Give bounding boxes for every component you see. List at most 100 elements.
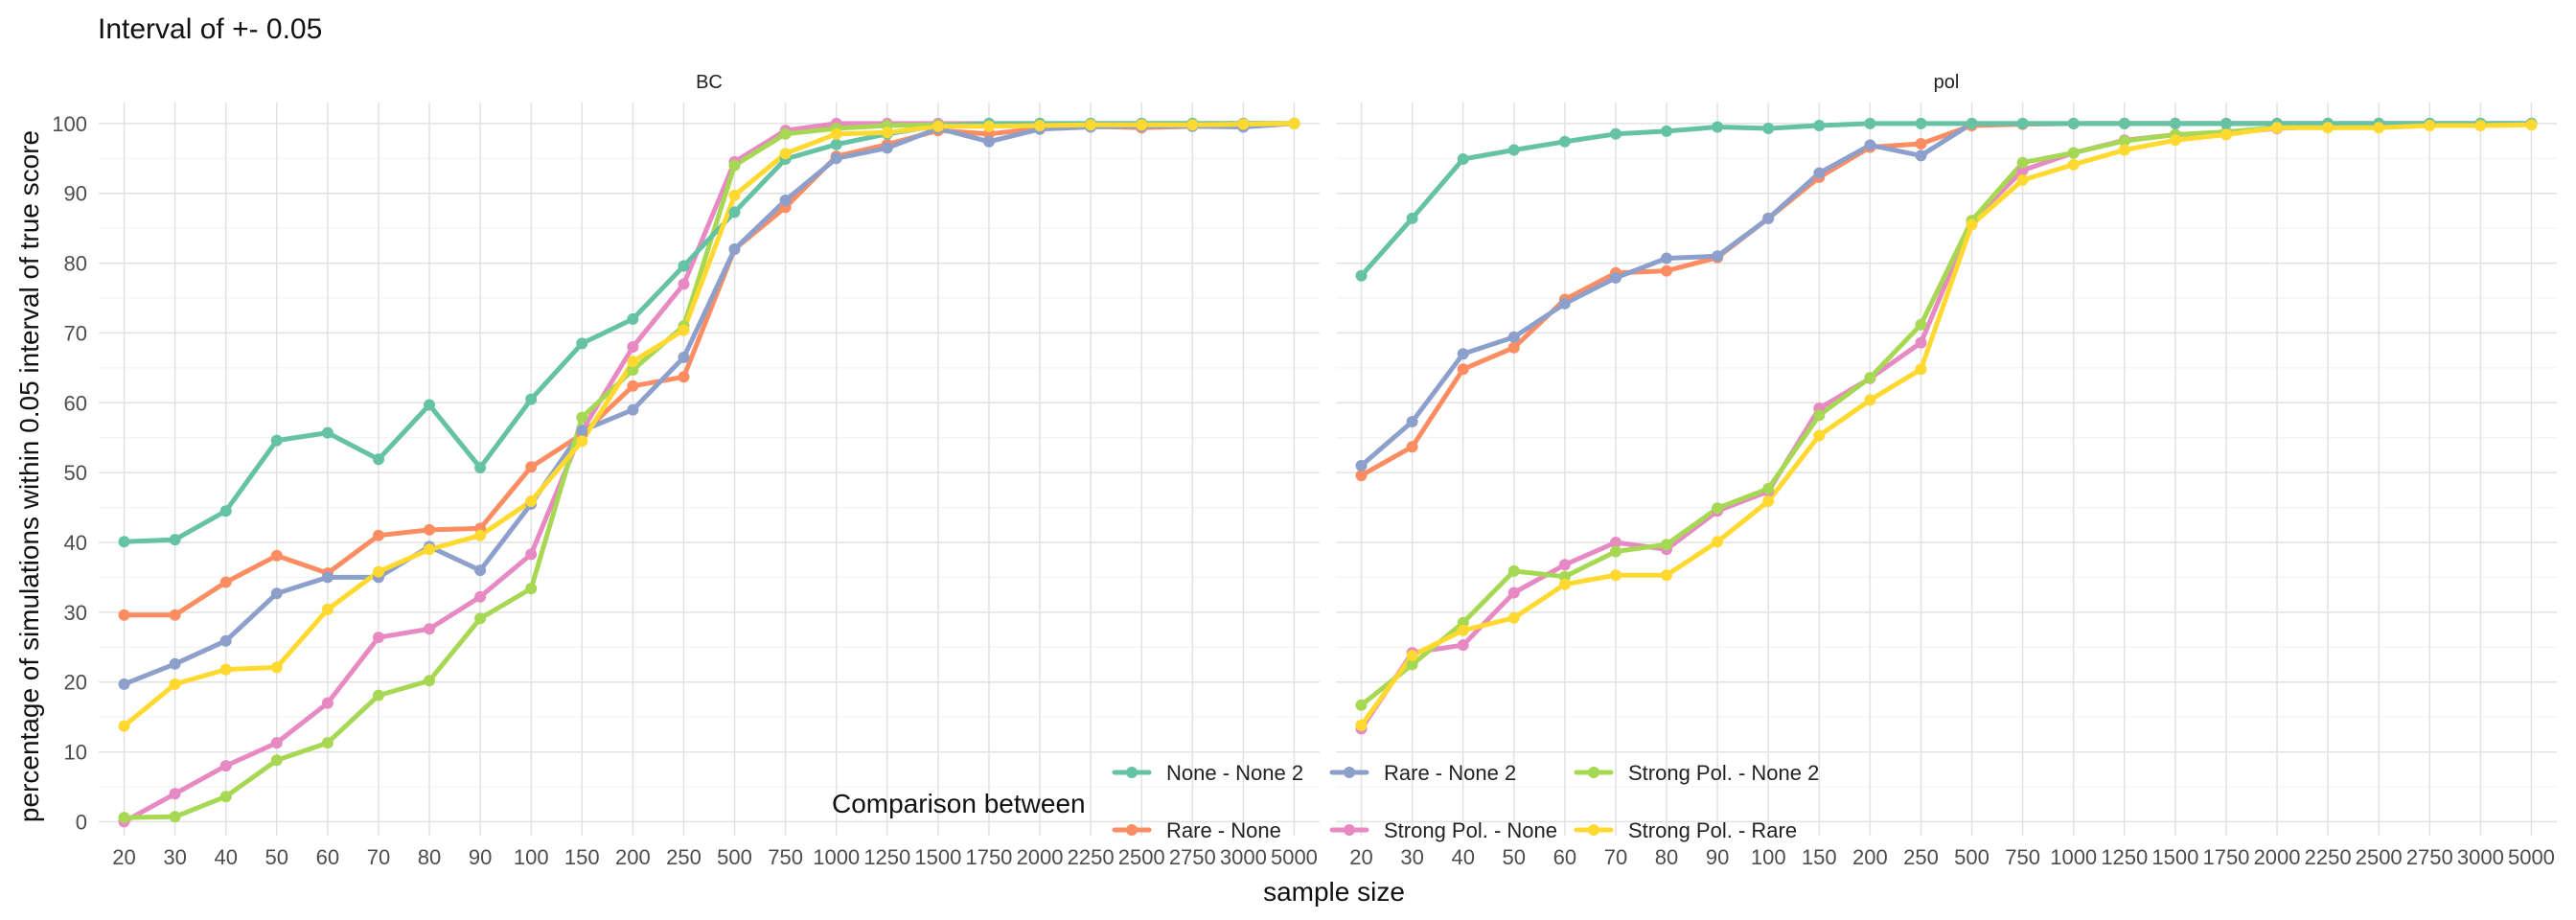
data-point-strong-pol-none <box>270 737 283 749</box>
y-tick-label: 0 <box>76 810 87 834</box>
y-tick-label: 90 <box>64 182 87 206</box>
data-point-rare-none <box>424 523 435 536</box>
data-point-none-none-2 <box>2169 117 2181 129</box>
x-tick-label: 70 <box>1604 845 1627 869</box>
legend-label: Rare - None 2 <box>1384 761 1516 785</box>
data-point-strong-pol-rare <box>2016 173 2029 186</box>
data-point-none-none-2 <box>576 337 588 350</box>
data-point-strong-pol-rare <box>321 603 334 615</box>
data-point-strong-pol-none <box>525 548 538 561</box>
x-tick-label: 80 <box>418 845 441 869</box>
data-point-strong-pol-rare <box>1966 218 1978 231</box>
data-point-strong-pol-rare <box>1085 119 1097 131</box>
data-point-none-none-2 <box>1610 127 1622 140</box>
data-point-strong-pol-none-2 <box>627 364 639 376</box>
data-point-rare-none-2 <box>1915 150 1927 162</box>
legend-label: None - None 2 <box>1166 761 1303 785</box>
x-tick-label: 250 <box>666 845 702 869</box>
series-line-none-none-2 <box>1359 121 2534 279</box>
data-point-rare-none-2 <box>169 657 181 670</box>
x-tick-label: 1500 <box>914 845 961 869</box>
data-point-strong-pol-none-2 <box>2016 156 2029 169</box>
data-point-strong-pol-rare <box>1355 719 1368 731</box>
data-point-none-none-2 <box>2118 117 2130 129</box>
data-point-rare-none-2 <box>1610 271 1622 284</box>
x-tick-label: 40 <box>214 845 237 869</box>
x-tick-label: 90 <box>469 845 492 869</box>
data-point-strong-pol-rare <box>1288 117 1300 129</box>
legend-item-strong-pol-rare: Strong Pol. - Rare <box>1574 818 1797 842</box>
data-point-strong-pol-none-2 <box>1712 502 1724 515</box>
data-point-rare-none-2 <box>270 587 283 600</box>
data-point-rare-none-2 <box>1864 139 1876 151</box>
data-point-rare-none-2 <box>983 135 995 148</box>
x-tick-label: 2500 <box>1118 845 1165 869</box>
series-line-strong-pol-none <box>1359 122 2534 731</box>
series-line-rare-none-2 <box>122 121 1297 687</box>
x-tick-label: 20 <box>1349 845 1372 869</box>
data-point-strong-pol-none-2 <box>1507 564 1520 577</box>
x-tick-label: 70 <box>367 845 390 869</box>
data-point-strong-pol-none-2 <box>525 583 538 595</box>
x-tick-label: 3000 <box>2457 845 2504 869</box>
data-point-none-none-2 <box>321 426 334 439</box>
x-tick-label: 1750 <box>965 845 1012 869</box>
data-point-none-none-2 <box>627 312 639 325</box>
series-line-strong-pol-none-2 <box>1359 122 2534 708</box>
data-point-strong-pol-rare <box>2525 119 2538 131</box>
x-tick-label: 30 <box>1400 845 1423 869</box>
data-point-strong-pol-none-2 <box>474 612 487 625</box>
data-point-rare-none-2 <box>779 195 792 206</box>
x-tick-label: 1000 <box>2050 845 2097 869</box>
data-point-none-none-2 <box>118 536 130 548</box>
data-point-none-none-2 <box>373 453 384 466</box>
y-axis-label: percentage of simulations within 0.05 in… <box>14 130 44 822</box>
data-point-rare-none-2 <box>118 678 130 690</box>
chart-title: Interval of +- 0.05 <box>98 13 322 45</box>
y-tick-label: 70 <box>64 321 87 345</box>
data-point-strong-pol-none <box>474 590 487 603</box>
data-point-none-none-2 <box>219 505 232 518</box>
data-point-strong-pol-none-2 <box>270 754 283 767</box>
panel-bc: BC 0 10 20 30 40 50 60 70 80 90 100 20 30 40 50 60 70 80 90… <box>52 72 1320 869</box>
data-point-strong-pol-rare <box>1712 536 1724 548</box>
data-point-strong-pol-rare <box>2474 120 2487 131</box>
legend: Comparison between None - None 2 Rare - N… <box>832 761 1819 842</box>
data-point-strong-pol-none <box>1610 537 1622 548</box>
data-point-strong-pol-none <box>219 760 232 772</box>
x-tick-label: 2750 <box>2406 845 2453 869</box>
x-tick-label: 250 <box>1903 845 1939 869</box>
data-point-strong-pol-rare <box>2271 122 2283 134</box>
x-tick-label: 2000 <box>1017 845 1064 869</box>
data-point-strong-pol-none <box>678 278 690 290</box>
x-tick-label: 90 <box>1706 845 1729 869</box>
data-point-strong-pol-rare <box>1762 495 1775 507</box>
data-point-rare-none <box>1457 363 1469 376</box>
data-point-strong-pol-rare <box>1136 119 1148 131</box>
data-point-rare-none-2 <box>1762 212 1775 224</box>
data-point-rare-none <box>1507 341 1520 354</box>
x-tick-label: 200 <box>1852 845 1888 869</box>
data-point-rare-none <box>1355 470 1368 482</box>
data-point-strong-pol-rare <box>1813 429 1826 442</box>
y-tick-label: 60 <box>64 391 87 415</box>
y-tick-label: 50 <box>64 461 87 485</box>
data-point-none-none-2 <box>1507 144 1520 156</box>
x-tick-label: 5000 <box>1271 845 1318 869</box>
data-point-strong-pol-rare <box>627 356 639 368</box>
data-point-strong-pol-none-2 <box>2118 135 2130 148</box>
x-tick-label: 1750 <box>2202 845 2249 869</box>
data-point-strong-pol-rare <box>2067 158 2080 171</box>
data-point-strong-pol-rare <box>1406 650 1418 661</box>
x-tick-label: 150 <box>1802 845 1837 869</box>
data-point-strong-pol-none-2 <box>118 812 130 824</box>
x-tick-label: 3000 <box>1220 845 1267 869</box>
x-tick-label: 500 <box>1954 845 1990 869</box>
data-point-strong-pol-none-2 <box>1610 545 1622 558</box>
data-point-strong-pol-rare <box>830 127 842 140</box>
data-point-none-none-2 <box>525 393 538 405</box>
data-point-strong-pol-rare <box>373 565 384 578</box>
data-point-strong-pol-rare <box>1864 394 1876 406</box>
data-point-none-none-2 <box>1966 117 1978 129</box>
